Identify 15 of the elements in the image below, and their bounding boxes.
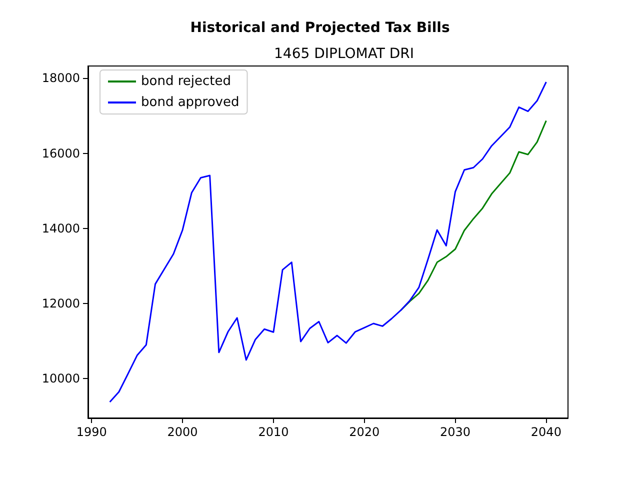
y-tick-label: 18000 [42,71,80,86]
x-tick-label: 2030 [440,425,471,439]
y-tick-label: 14000 [42,221,80,236]
legend-label: bond rejected [141,74,231,89]
y-tick-label: 10000 [42,372,80,386]
x-tick-label: 2000 [167,425,198,439]
x-tick-label: 2010 [258,425,289,439]
y-tick-label: 12000 [42,296,80,311]
x-tick-label: 1990 [76,425,107,439]
chart-subtitle: 1465 DIPLOMAT DRI [274,46,414,62]
x-tick-label: 2040 [530,425,562,439]
y-tick-label: 16000 [42,146,80,160]
legend-label: bond approved [141,95,240,110]
chart-title: Historical and Projected Tax Bills [190,20,450,36]
x-tick-label: 2020 [349,425,380,439]
